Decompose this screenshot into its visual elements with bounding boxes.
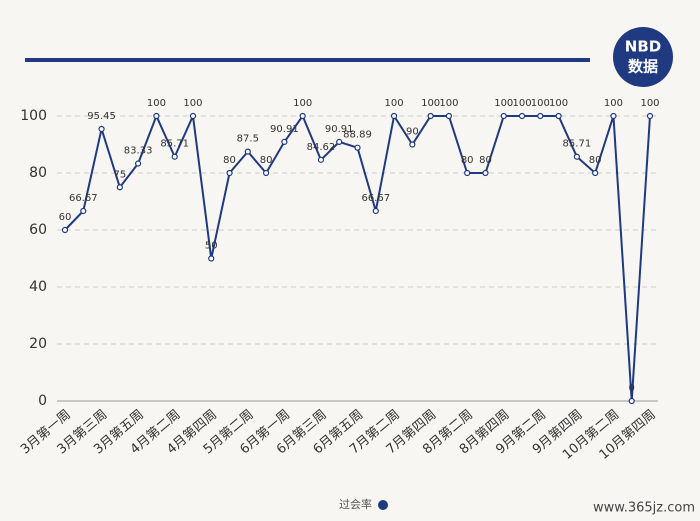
data-point (445, 112, 453, 120)
data-point (482, 169, 489, 177)
y-tick-label: 0 (38, 393, 47, 409)
data-point (390, 112, 398, 120)
watermark: www.365jz.com (593, 501, 695, 516)
y-tick-label: 40 (29, 279, 47, 295)
data-point (317, 156, 325, 163)
data-label: 75 (113, 169, 126, 180)
data-label: 83.33 (124, 146, 153, 157)
data-label: 90.91 (270, 124, 299, 135)
data-label: 80 (461, 155, 474, 166)
data-label: 85.71 (563, 139, 592, 150)
data-point (592, 169, 599, 177)
legend-label: 过会率 (339, 497, 372, 511)
data-point (409, 141, 416, 148)
data-label: 80 (479, 155, 492, 166)
data-label: 100 (439, 98, 458, 109)
data-point (61, 226, 69, 234)
data-point (336, 138, 343, 146)
data-point (116, 184, 123, 191)
logo-text: 数据 (628, 58, 658, 76)
data-label: 100 (183, 98, 202, 109)
logo-badge (613, 27, 673, 87)
data-point (244, 148, 251, 155)
data-label: 87.5 (237, 134, 259, 145)
y-tick-label: 100 (20, 108, 47, 124)
data-point (80, 207, 87, 215)
data-label: 100 (640, 98, 659, 109)
data-point (372, 207, 379, 215)
data-point (171, 153, 178, 160)
data-label: 85.71 (160, 139, 189, 150)
data-point (299, 112, 306, 120)
data-label: 95.45 (87, 111, 116, 122)
data-label: 100 (421, 98, 440, 109)
data-point (537, 112, 544, 120)
data-point (226, 169, 233, 177)
data-label: 84.62 (307, 142, 336, 153)
data-label: 100 (512, 98, 531, 109)
data-point (646, 112, 654, 120)
y-tick-label: 80 (29, 165, 47, 181)
data-label: 100 (549, 98, 568, 109)
data-label: 90.91 (325, 124, 354, 135)
data-point (354, 144, 361, 151)
data-label: 100 (147, 98, 166, 109)
data-point (427, 112, 434, 120)
data-label: 66.67 (69, 193, 98, 204)
data-point (189, 112, 197, 120)
data-point (208, 255, 215, 262)
data-label: 100 (604, 98, 623, 109)
data-point (98, 125, 105, 133)
data-label: 80 (223, 155, 236, 166)
data-label: 50 (205, 241, 218, 252)
data-label: 80 (589, 155, 602, 166)
data-label: 88.89 (343, 130, 372, 141)
data-point (573, 153, 580, 160)
data-point (281, 138, 288, 146)
data-point (153, 112, 160, 120)
data-point (464, 169, 471, 177)
logo-text: NBD (625, 38, 661, 56)
data-point (555, 112, 562, 120)
data-point (262, 169, 270, 177)
data-label: 90 (406, 127, 419, 138)
data-label: 66.67 (361, 193, 390, 204)
data-point (500, 112, 507, 120)
series-line (64, 112, 651, 402)
y-tick-label: 20 (29, 336, 47, 352)
y-tick-label: 60 (29, 222, 47, 238)
data-point (610, 112, 617, 120)
data-label: 100 (494, 98, 513, 109)
data-label: 100 (385, 98, 404, 109)
data-point (518, 112, 526, 120)
data-label: 0 (629, 383, 635, 394)
data-label: 100 (531, 98, 550, 109)
data-point (628, 397, 635, 405)
data-point (135, 160, 142, 167)
data-label: 100 (293, 98, 312, 109)
legend-marker (378, 500, 388, 510)
data-label: 80 (260, 155, 273, 166)
data-label: 60 (59, 212, 72, 223)
